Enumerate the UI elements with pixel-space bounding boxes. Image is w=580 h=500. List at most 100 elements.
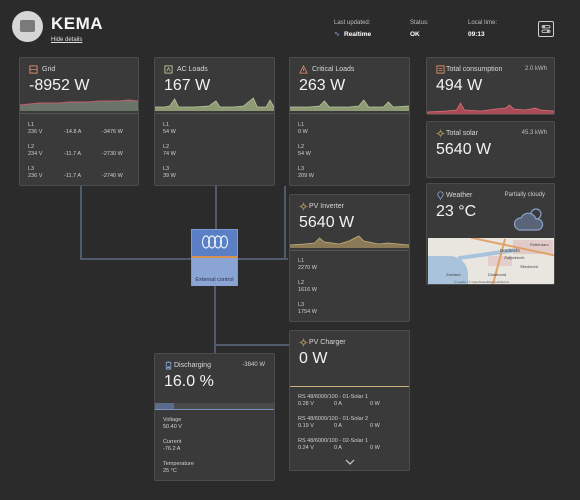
pv-inverter-title: PV Inverter (309, 203, 345, 210)
temperature-label: Temperature (163, 461, 194, 467)
last-updated-label: Last updated: (334, 20, 371, 26)
pvinv-l2-value: 1616 W (298, 287, 317, 293)
ac-l2-value: 74 W (163, 151, 176, 157)
ac-l2-label: L2 (163, 144, 170, 150)
inverter-to-battery-line (214, 285, 216, 353)
total-consumption-card[interactable]: Total consumption 2.0 kWh 494 W (426, 57, 555, 115)
pvinv-l1-value: 2270 W (298, 265, 317, 271)
crit-l2-label: L2 (298, 144, 305, 150)
pv-charger-title: PV Charger (309, 339, 346, 346)
inverter-box[interactable]: External control (191, 229, 238, 286)
map-urban-1 (513, 240, 553, 254)
ac-l3-value: 39 W (163, 173, 176, 179)
pvinv-l3-label: L3 (298, 302, 305, 308)
current-value: -76.2 A (163, 446, 181, 452)
critical-loads-sparkline (290, 99, 409, 111)
temperature-value: 25 °C (163, 468, 177, 474)
status-value: OK (410, 31, 420, 38)
pvinv-l1-label: L1 (298, 258, 305, 264)
status-label: Status: (410, 20, 429, 26)
inverter-to-critical-line (238, 258, 288, 260)
battery-title: Discharging (174, 362, 211, 369)
crit-l3-value: 209 W (298, 173, 314, 179)
grid-sparkline (20, 99, 138, 111)
location-pin-icon (437, 191, 444, 200)
crit-l1-value: 0 W (298, 129, 308, 135)
total-solar-kwh: 45.3 kWh (521, 130, 547, 136)
consumption-icon (436, 65, 445, 74)
battery-soc: 16.0 % (164, 373, 214, 390)
voltage-label: Voltage (163, 417, 182, 423)
device-icon (20, 20, 35, 32)
voltage-value: 50.40 V (163, 424, 182, 430)
last-updated-value: Realtime (344, 31, 372, 38)
total-solar-card[interactable]: Total solar 45.3 kWh 5640 W (426, 121, 555, 178)
consumption-sparkline (427, 102, 554, 114)
map-label-rotterdam: Rotterdam (530, 242, 549, 247)
weather-condition: Partially cloudy (504, 192, 545, 198)
critical-loads-title: Critical Loads (312, 66, 355, 73)
ac-loads-sparkline (155, 97, 274, 111)
ac-loads-title: AC Loads (177, 66, 208, 73)
weather-map[interactable]: Dordrecht Zwijndrecht Sliedrecht Rotterd… (428, 238, 554, 284)
local-time-value: 09:13 (468, 31, 485, 38)
ac-loads-value: 167 W (164, 77, 211, 94)
inverter-divider (192, 256, 237, 258)
total-solar-title: Total solar (446, 130, 478, 137)
crit-l2-value: 54 W (298, 151, 311, 157)
local-time-label: Local time: (468, 20, 498, 26)
weather-card[interactable]: Weather Partially cloudy 23 °C Dordrecht… (426, 183, 555, 285)
battery-power: -3840 W (242, 362, 265, 368)
pvinv-l3-value: 1754 W (298, 309, 317, 315)
pv-charger-sun-icon (299, 338, 308, 347)
grid-card[interactable]: Grid -8952 W L1 236 V -14.8 A -3476 W L2… (19, 57, 139, 186)
grid-value: -8952 W (29, 77, 90, 94)
battery-soc-fill (155, 403, 175, 409)
chevron-down-icon[interactable] (345, 459, 355, 466)
logo-avatar (12, 11, 43, 42)
ac-l1-label: L1 (163, 122, 170, 128)
crit-l3-label: L3 (298, 166, 305, 172)
map-label-dinteloord: Dinteloord (488, 272, 507, 277)
pv-charger-card[interactable]: PV Charger 0 W RS 48/6000/100 - 01-Solar… (289, 330, 410, 471)
map-label-zeeland: Zeeland (446, 272, 461, 277)
pv-sun-icon (299, 202, 308, 211)
total-consumption-kwh: 2.0 kWh (524, 66, 547, 72)
grid-icon (29, 65, 38, 74)
settings-button[interactable] (538, 21, 554, 37)
critical-loads-value: 263 W (299, 77, 346, 94)
ac-loads-icon (164, 65, 173, 74)
current-label: Current (163, 439, 182, 445)
map-urban-2 (488, 256, 512, 266)
battery-to-pvcharger-line (214, 344, 290, 346)
grid-to-inverter-line (80, 258, 192, 260)
warning-icon (299, 65, 308, 74)
pv-inverter-sparkline (290, 235, 409, 248)
map-label-sliedrecht: Sliedrecht (520, 264, 538, 269)
realtime-icon: ∿ (334, 31, 340, 38)
pv-charger-value: 0 W (299, 350, 328, 367)
weather-title: Weather (446, 192, 473, 199)
grid-title: Grid (42, 66, 56, 73)
hide-details-link[interactable]: Hide details (51, 37, 83, 43)
pvinv-l2-label: L2 (298, 280, 305, 286)
crit-l1-label: L1 (298, 122, 305, 128)
partly-cloudy-icon (513, 208, 544, 231)
critical-line (284, 186, 286, 260)
map-label-dordrecht: Dordrecht (500, 248, 520, 253)
sun-icon (436, 129, 445, 138)
battery-icon (165, 361, 172, 370)
total-consumption-value: 494 W (436, 77, 483, 94)
page-title: KEMA (51, 14, 104, 33)
ac-loads-card[interactable]: AC Loads 167 W L1 54 W L2 74 W L3 39 W (154, 57, 275, 186)
map-water (428, 256, 468, 284)
map-credit: © Leaflet | © OpenStreetMap contributors (454, 280, 510, 284)
inverter-body (192, 258, 237, 286)
battery-soc-bar (155, 403, 274, 409)
pv-inverter-card[interactable]: PV Inverter 5640 W L1 2270 W L2 1616 W L… (289, 194, 410, 322)
inverter-label: External control (195, 277, 234, 283)
battery-card[interactable]: Discharging -3840 W 16.0 % Voltage 50.40… (154, 353, 275, 481)
ac-l1-value: 54 W (163, 129, 176, 135)
critical-loads-card[interactable]: Critical Loads 263 W L1 0 W L2 54 W L3 2… (289, 57, 410, 186)
map-label-zwijndrecht: Zwijndrecht (504, 255, 525, 260)
